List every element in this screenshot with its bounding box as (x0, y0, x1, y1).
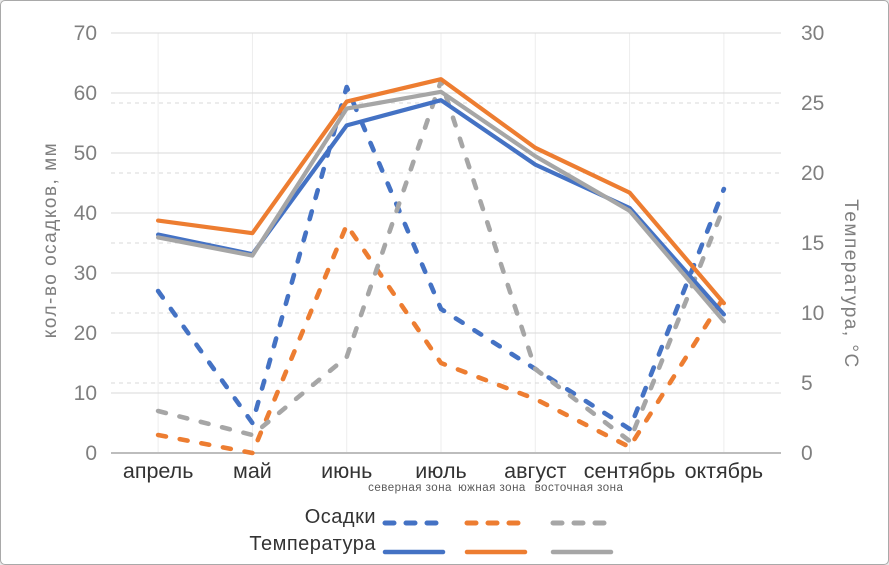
left-axis-tick-label: 60 (74, 82, 97, 105)
legend-column-north: северная зона (368, 482, 452, 494)
right-axis-tick-label: 15 (801, 232, 824, 255)
legend-swatch-precip-1 (381, 515, 447, 526)
series-line-temp-east (156, 89, 727, 324)
legend-column-south: южная зона (458, 482, 526, 494)
left-axis-title: кол-во осадков, мм (40, 141, 61, 339)
right-axis-title: Температура, °C (840, 199, 861, 369)
right-axis-tick-label: 0 (801, 442, 813, 465)
left-axis-tick-label: 20 (74, 322, 97, 345)
left-axis-tick-label: 70 (74, 22, 97, 45)
legend-swatch-precip-3 (549, 515, 615, 526)
right-axis-tick-label: 10 (801, 302, 824, 325)
series-line-precip-north (155, 84, 727, 432)
x-axis-label-3: июнь (321, 459, 372, 483)
left-axis-tick-label: 50 (74, 142, 97, 165)
legend-swatch-temp-3 (549, 544, 615, 555)
right-axis-tick-label: 25 (801, 92, 824, 115)
series-line-precip-south (155, 222, 727, 456)
legend-row-precipitation: Осадки (304, 506, 376, 528)
legend-row-temperature: Температура (249, 533, 376, 555)
x-axis-label-6: сентябрь (584, 459, 676, 483)
x-axis-label-5: август (504, 459, 566, 483)
legend-swatch-temp-1 (381, 544, 447, 555)
left-axis-tick-label: 0 (85, 442, 97, 465)
x-axis-label-2: май (233, 459, 272, 483)
x-axis-label-4: июль (415, 459, 466, 483)
series-line-temp-south (156, 77, 727, 306)
left-axis-tick-label: 40 (74, 202, 97, 225)
left-axis-tick-label: 10 (74, 382, 97, 405)
legend-swatch-temp-2 (463, 544, 529, 555)
legend-swatch-precip-2 (463, 515, 529, 526)
left-axis-tick-label: 30 (74, 262, 97, 285)
legend-column-east: восточная зона (534, 482, 624, 494)
x-axis-label-1: апрель (123, 459, 194, 483)
right-axis-tick-label: 30 (801, 22, 824, 45)
right-axis-tick-label: 5 (801, 372, 813, 395)
x-axis-label-7: октябрь (685, 459, 764, 483)
right-axis-tick-label: 20 (801, 162, 824, 185)
